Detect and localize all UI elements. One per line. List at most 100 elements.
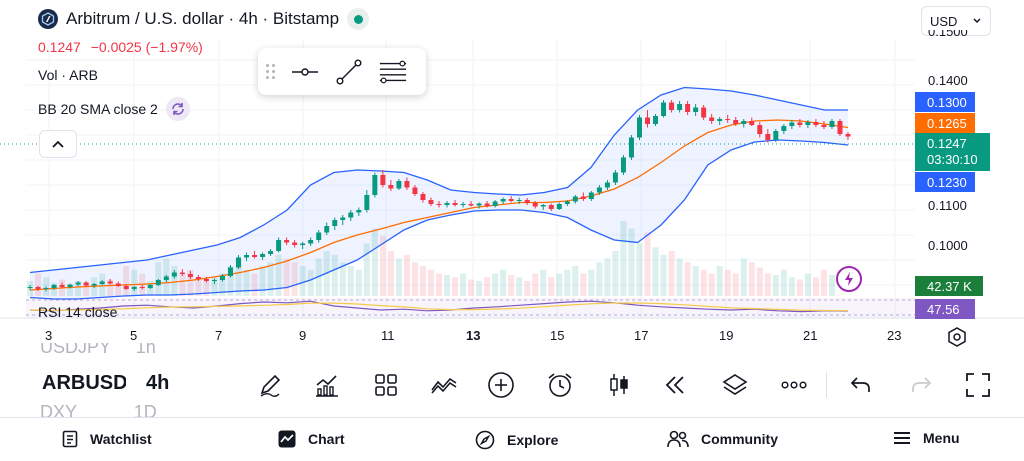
- candle-body: [580, 196, 586, 199]
- symbol-description: Arbitrum / U.S. dollar · 4h · Bitstamp: [66, 9, 340, 28]
- volume-price-label: 42.37 K: [915, 276, 983, 296]
- nav-explore[interactable]: Explore: [475, 430, 558, 450]
- volume-bar: [788, 277, 795, 296]
- currency-select[interactable]: USD: [921, 6, 991, 36]
- redo-icon[interactable]: [906, 370, 936, 400]
- horizontal-ray-tool-icon[interactable]: [290, 57, 320, 87]
- candle-body: [300, 243, 306, 245]
- volume-bar: [492, 273, 499, 296]
- fullscreen-icon[interactable]: [963, 370, 993, 400]
- rsi-price-label: 47.56: [915, 299, 975, 319]
- nav-watchlist[interactable]: Watchlist: [62, 430, 152, 448]
- candle-body: [260, 254, 266, 257]
- candles-icon[interactable]: [604, 370, 634, 400]
- price-tick: 0.1000: [928, 238, 968, 253]
- volume-bar: [588, 269, 595, 296]
- volume-bar: [331, 254, 338, 296]
- bb-legend[interactable]: BB 20 SMA close 2: [38, 97, 190, 121]
- volume-bar: [572, 266, 579, 296]
- current-symbol[interactable]: ARBUSD: [42, 372, 126, 394]
- layouts-icon[interactable]: [371, 370, 401, 400]
- indicators-icon[interactable]: [312, 370, 342, 400]
- candle-body: [404, 181, 410, 188]
- volume-bar: [484, 277, 491, 296]
- candle-body: [203, 279, 209, 281]
- date-tick: 17: [634, 328, 649, 343]
- volume-bar: [668, 251, 675, 296]
- fib-retracement-tool-icon[interactable]: [378, 57, 408, 87]
- compass-icon: [475, 430, 495, 450]
- bb-upper-line: [29, 86, 848, 274]
- volume-bar: [596, 262, 603, 296]
- volume-bar: [339, 262, 346, 296]
- prev-symbol[interactable]: USDJPY 1h: [40, 343, 156, 357]
- nav-chart[interactable]: Chart: [278, 430, 345, 448]
- volume-bar: [195, 277, 202, 296]
- volume-bar: [107, 279, 114, 296]
- candle-body: [340, 217, 346, 220]
- candle-body: [316, 232, 322, 240]
- trend-line-tool-icon[interactable]: [334, 57, 364, 87]
- candle-body: [548, 205, 554, 209]
- collapse-legend-button[interactable]: [39, 130, 77, 158]
- volume-bar: [187, 269, 194, 296]
- bb-lower-price-label: 0.1230: [915, 172, 975, 192]
- alert-icon[interactable]: [545, 370, 575, 400]
- date-tick: 21: [803, 328, 818, 343]
- chart-settings-icon[interactable]: [946, 326, 968, 348]
- volume-bar: [419, 266, 427, 296]
- candle-body: [308, 240, 314, 244]
- nav-menu-label: Menu: [923, 430, 960, 446]
- undo-icon[interactable]: [846, 370, 876, 400]
- candle-body: [789, 122, 795, 126]
- candle-body: [284, 240, 290, 243]
- candle-body: [500, 199, 506, 202]
- candle-body: [59, 285, 65, 287]
- volume-bar: [476, 281, 483, 296]
- candle-body: [540, 205, 546, 207]
- candle-body: [492, 201, 498, 206]
- toolbar-divider: [826, 372, 827, 398]
- volume-bar: [203, 281, 210, 296]
- layers-icon[interactable]: [720, 370, 750, 400]
- volume-bar: [532, 273, 539, 296]
- candle-body: [604, 182, 610, 188]
- rsi-legend[interactable]: RSI 14 close: [38, 306, 118, 318]
- legend-title[interactable]: Arbitrum / U.S. dollar · 4h · Bitstamp: [38, 8, 370, 30]
- nav-community[interactable]: Community: [667, 430, 778, 448]
- market-status-icon[interactable]: [347, 8, 370, 30]
- replay-icon[interactable]: [661, 370, 691, 400]
- volume-bar: [820, 269, 827, 296]
- more-icon[interactable]: [779, 370, 809, 400]
- candle-body: [171, 272, 177, 277]
- candle-body: [797, 122, 803, 125]
- lightning-icon[interactable]: [836, 266, 862, 292]
- candle-body: [596, 187, 602, 193]
- volume-bar: [564, 269, 571, 296]
- drag-handle-icon[interactable]: [266, 62, 276, 82]
- candle-body: [524, 200, 530, 203]
- date-tick: 23: [887, 328, 902, 343]
- pencil-icon[interactable]: [255, 370, 285, 400]
- candle-body: [805, 122, 811, 125]
- price-tick: 0.1100: [928, 198, 967, 213]
- add-icon[interactable]: [486, 370, 516, 400]
- volume-bar: [612, 251, 619, 296]
- volume-bar: [644, 232, 651, 296]
- candle-body: [476, 203, 482, 206]
- volume-bar: [620, 221, 627, 296]
- volume-bar: [379, 236, 386, 296]
- volume-legend[interactable]: Vol · ARB: [38, 67, 98, 83]
- candle-body: [845, 134, 851, 137]
- next-symbol[interactable]: DXY 1D: [40, 402, 157, 417]
- nav-menu[interactable]: Menu: [893, 430, 960, 446]
- date-tick: 13: [466, 328, 481, 343]
- candle-body: [147, 285, 153, 288]
- compare-icon[interactable]: [429, 370, 459, 400]
- bottom-navigation: Watchlist Chart Explore Community Menu: [0, 417, 1024, 461]
- chevron-up-icon: [52, 140, 64, 148]
- date-tick: 7: [215, 328, 223, 343]
- current-timeframe[interactable]: 4h: [146, 372, 170, 394]
